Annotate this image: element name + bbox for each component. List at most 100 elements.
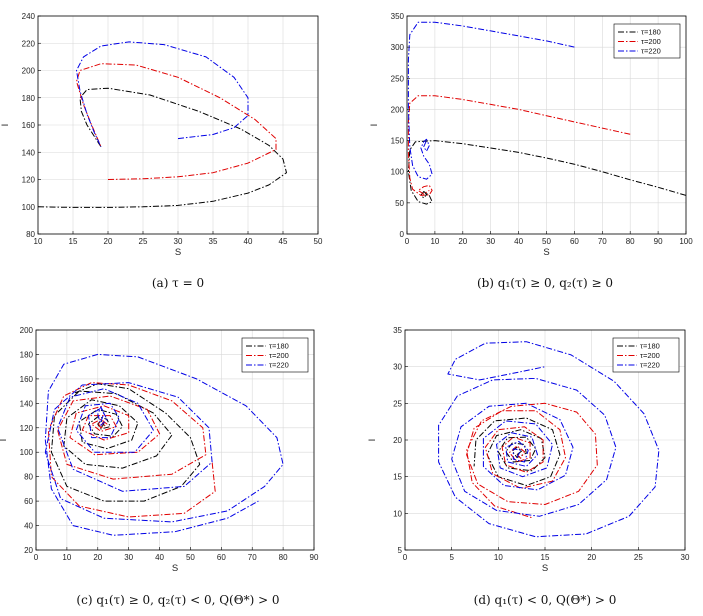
x-tick-label: 50: [186, 553, 195, 562]
y-tick-label: 180: [22, 94, 36, 103]
x-tick-label: 30: [486, 237, 495, 246]
x-tick-label: 30: [681, 553, 690, 562]
y-tick-label: 300: [391, 43, 405, 52]
legend-entry: τ=220: [640, 361, 660, 370]
caption-d: (d) q₁(τ) < 0, Q(Θ*) > 0: [473, 593, 617, 607]
y-tick-label: 160: [22, 121, 36, 130]
legend-entry: τ=180: [269, 342, 289, 351]
legend-entry: τ=180: [640, 342, 660, 351]
y-tick-label: 100: [391, 168, 405, 177]
x-tick-label: 40: [155, 553, 164, 562]
y-tick-label: 100: [22, 203, 36, 212]
x-tick-label: 20: [458, 237, 467, 246]
x-tick-label: 35: [209, 237, 218, 246]
y-tick-label: 20: [393, 436, 402, 445]
y-tick-label: 120: [20, 424, 34, 433]
x-tick-label: 20: [587, 553, 596, 562]
x-tick-label: 20: [93, 553, 102, 562]
y-tick-label: 80: [26, 230, 35, 239]
x-axis-label: S: [172, 563, 178, 574]
y-tick-label: 200: [22, 67, 36, 76]
y-tick-label: 250: [391, 74, 405, 83]
x-tick-label: 10: [34, 237, 43, 246]
x-tick-label: 50: [314, 237, 323, 246]
x-tick-label: 100: [679, 237, 693, 246]
x-axis-label: S: [542, 563, 548, 574]
y-tick-label: 25: [393, 399, 402, 408]
x-tick-label: 60: [570, 237, 579, 246]
y-tick-label: 10: [393, 509, 402, 518]
x-tick-label: 70: [248, 553, 257, 562]
y-tick-label: 80: [24, 473, 33, 482]
y-tick-label: 30: [393, 363, 402, 372]
x-axis-label: S: [543, 247, 549, 258]
x-tick-label: 80: [626, 237, 635, 246]
y-axis-label: I: [369, 124, 380, 127]
x-tick-label: 25: [634, 553, 643, 562]
x-tick-label: 45: [279, 237, 288, 246]
legend-entry: τ=200: [640, 351, 660, 360]
series-line-tau220: [407, 21, 575, 180]
x-tick-label: 80: [279, 553, 288, 562]
series-line-tau200: [466, 402, 598, 519]
caption-c: (c) q₁(τ) ≥ 0, q₂(τ) < 0, Q(Θ*) > 0: [76, 593, 280, 607]
series-group: [438, 341, 660, 538]
y-tick-label: 200: [391, 105, 405, 114]
x-tick-label: 0: [34, 553, 39, 562]
legend-entry: τ=220: [641, 47, 661, 56]
legend-box: [241, 337, 309, 373]
x-tick-label: 10: [494, 553, 503, 562]
x-tick-label: 30: [124, 553, 133, 562]
x-tick-label: 40: [244, 237, 253, 246]
plot-frame: [35, 329, 315, 551]
y-tick-label: 60: [24, 497, 33, 506]
x-tick-label: 5: [449, 553, 454, 562]
x-tick-label: 0: [403, 553, 408, 562]
y-axis-label: I: [0, 439, 9, 442]
panel-d-chart: 0 5 10 15 20 25 305101520253035SIτ=180τ=200τ=2…: [367, 326, 690, 574]
y-tick-label: 350: [391, 12, 405, 21]
series-line-tau180: [407, 140, 686, 205]
y-tick-label: 15: [393, 473, 402, 482]
x-tick-label: 25: [139, 237, 148, 246]
x-tick-label: 20: [104, 237, 113, 246]
y-axis-label: I: [367, 439, 378, 442]
legend-box: [612, 337, 680, 373]
x-tick-label: 30: [174, 237, 183, 246]
y-tick-label: 40: [24, 522, 33, 531]
x-axis-label: S: [175, 247, 181, 258]
x-tick-label: 10: [430, 237, 439, 246]
series-line-tau200: [76, 63, 277, 180]
x-tick-label: 60: [217, 553, 226, 562]
y-tick-label: 150: [391, 137, 405, 146]
x-tick-label: 0: [405, 237, 410, 246]
y-tick-label: 180: [20, 350, 34, 359]
series-line-tau180: [38, 87, 287, 208]
series-line-tau220: [76, 41, 249, 148]
series-line-tau220: [44, 353, 284, 536]
caption-a: (a) τ = 0: [151, 276, 205, 290]
panel-a-chart: 10 15 20 25 30 35 40 45 50 80 100 120 140 160 180 200 22…: [0, 12, 323, 258]
legend-entry: τ=200: [269, 351, 289, 360]
x-tick-label: 15: [69, 237, 78, 246]
panel-c-chart: 0 10 20 30 40 50 60 70 80 90 20 40 60 80 100 120 140 160 1…: [0, 326, 319, 574]
y-tick-label: 160: [20, 375, 34, 384]
y-axis-label: I: [0, 124, 11, 127]
series-group: [44, 353, 284, 536]
x-tick-label: 50: [542, 237, 551, 246]
y-tick-label: 140: [20, 399, 34, 408]
x-tick-label: 90: [654, 237, 663, 246]
series-line-tau200: [47, 382, 216, 518]
panel-b-chart: 0 10 20 30 40 50 60 70 80 90 100 0 50 100 150 200 250 300…: [369, 12, 693, 258]
y-tick-label: 50: [395, 199, 404, 208]
y-tick-label: 240: [22, 12, 36, 21]
legend-entry: τ=180: [641, 28, 661, 37]
y-tick-label: 200: [20, 326, 34, 335]
series-line-tau220: [438, 341, 660, 538]
y-tick-label: 100: [20, 448, 34, 457]
y-tick-label: 20: [24, 546, 33, 555]
legend-entry: τ=200: [641, 37, 661, 46]
series-line-tau200: [407, 95, 631, 196]
